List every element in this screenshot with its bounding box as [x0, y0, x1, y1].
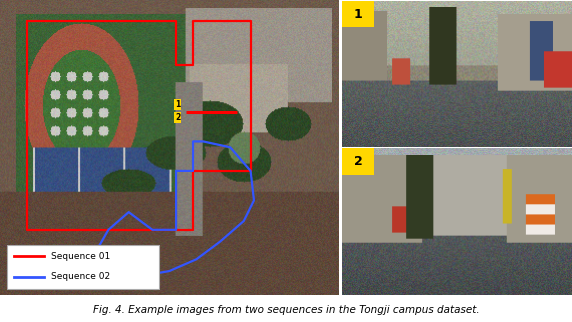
Text: 2: 2	[353, 155, 363, 168]
Text: 1: 1	[353, 8, 363, 21]
FancyBboxPatch shape	[342, 148, 374, 175]
Text: 1: 1	[175, 100, 180, 109]
Text: Fig. 4. Example images from two sequences in the Tongji campus dataset.: Fig. 4. Example images from two sequence…	[93, 305, 479, 315]
FancyBboxPatch shape	[7, 244, 159, 289]
Text: 2: 2	[175, 113, 180, 122]
Text: Sequence 01: Sequence 01	[51, 252, 110, 261]
FancyBboxPatch shape	[342, 1, 374, 27]
Text: Sequence 02: Sequence 02	[51, 272, 110, 281]
